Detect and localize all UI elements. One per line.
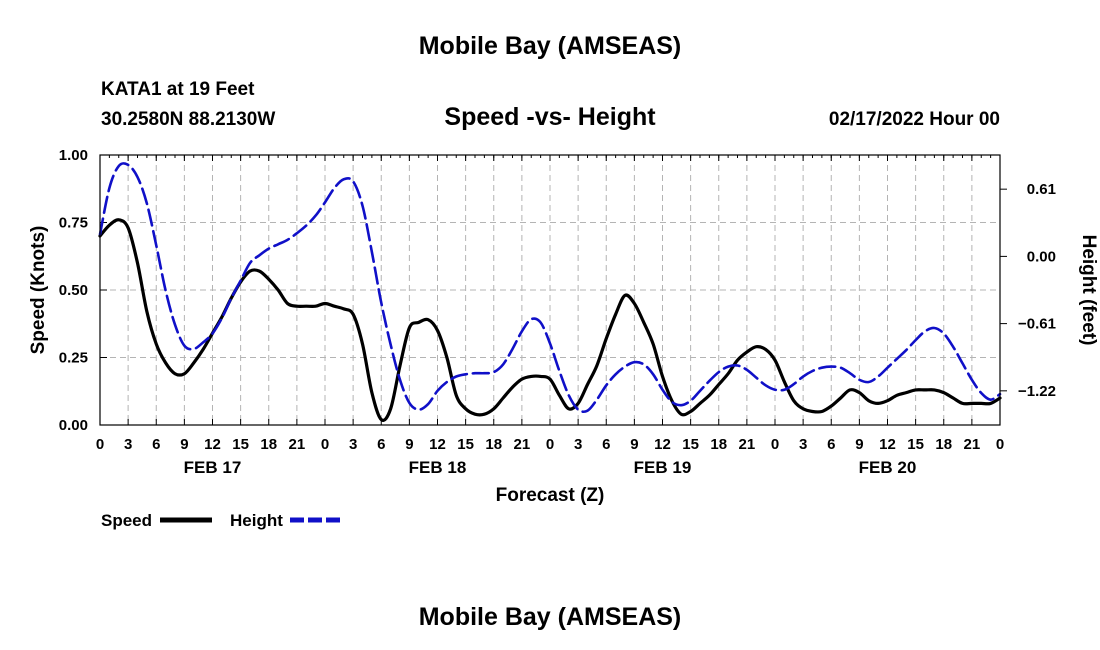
- y2-tick-label: −0.61: [1018, 316, 1056, 333]
- legend-label-height: Height: [230, 511, 283, 530]
- legend: Speed Height: [101, 511, 342, 530]
- x-tick-label: 9: [855, 436, 863, 453]
- x-tick-label: 3: [574, 436, 582, 453]
- x-tick-label: 21: [514, 436, 531, 453]
- x-tick-label: 15: [457, 436, 474, 453]
- y2-tick-label: 0.00: [1027, 248, 1056, 265]
- date-label: FEB 19: [634, 458, 692, 477]
- x-tick-label: 6: [377, 436, 385, 453]
- y2-axis-label: Height (feet): [1078, 235, 1099, 346]
- x-tick-label: 15: [232, 436, 249, 453]
- y-tick-labels: 0.00 0.25 0.50 0.75 1.00: [59, 147, 88, 434]
- x-tick-label: 21: [739, 436, 756, 453]
- x-tick-label: 12: [429, 436, 446, 453]
- x-tick-label: 18: [935, 436, 952, 453]
- x-axis-label: Forecast (Z): [496, 485, 605, 506]
- x-tick-label: 3: [799, 436, 807, 453]
- x-tick-labels: 0 3 6 9 12 15 18 21 0 3 6 9 12 15 18 21 0 3 6 9 12 15 18 21 0 3 6 9…: [96, 436, 1004, 453]
- x-tick-label: 0: [996, 436, 1004, 453]
- y2-tick-label: −1.22: [1018, 383, 1056, 400]
- x-tick-label: 21: [964, 436, 981, 453]
- date-label: FEB 17: [184, 458, 242, 477]
- run-time: 02/17/2022 Hour 00: [829, 109, 1000, 130]
- legend-label-speed: Speed: [101, 511, 152, 530]
- y-tick-label: 0.50: [59, 282, 88, 299]
- x-tick-label: 18: [485, 436, 502, 453]
- date-labels: FEB 17 FEB 18 FEB 19 FEB 20: [184, 458, 917, 477]
- x-tick-label: 12: [204, 436, 221, 453]
- x-tick-label: 6: [152, 436, 160, 453]
- y-tick-label: 0.75: [59, 215, 88, 232]
- x-tick-label: 0: [96, 436, 104, 453]
- y-axis-label: Speed (Knots): [28, 226, 49, 355]
- y-tick-label: 0.00: [59, 417, 88, 434]
- x-tick-label: 0: [321, 436, 329, 453]
- grid: [100, 155, 1000, 425]
- x-tick-label: 21: [289, 436, 306, 453]
- x-tick-label: 0: [771, 436, 779, 453]
- x-tick-label: 6: [602, 436, 610, 453]
- y2-tick-label: 0.61: [1027, 181, 1056, 198]
- x-tick-label: 3: [124, 436, 132, 453]
- y2-tick-labels: 0.61 0.00 −0.61 −1.22: [1018, 181, 1056, 400]
- chart-subtitle: Speed -vs- Height: [444, 103, 656, 131]
- x-tick-label: 3: [349, 436, 357, 453]
- x-tick-label: 15: [682, 436, 699, 453]
- date-label: FEB 20: [859, 458, 917, 477]
- x-tick-label: 9: [630, 436, 638, 453]
- x-tick-label: 15: [907, 436, 924, 453]
- chart-title: Mobile Bay (AMSEAS): [419, 32, 682, 60]
- x-tick-label: 18: [710, 436, 727, 453]
- series-layer: [98, 162, 1002, 422]
- x-tick-label: 6: [827, 436, 835, 453]
- date-label: FEB 18: [409, 458, 467, 477]
- x-tick-label: 9: [405, 436, 413, 453]
- x-tick-label: 0: [546, 436, 554, 453]
- y-tick-label: 1.00: [59, 147, 88, 164]
- station-coords: 30.2580N 88.2130W: [101, 109, 275, 130]
- x-tick-label: 9: [180, 436, 188, 453]
- footer-title: Mobile Bay (AMSEAS): [419, 603, 682, 631]
- plot-frame: [99, 154, 1001, 426]
- series-line-speed: [98, 218, 1002, 422]
- station-label: KATA1 at 19 Feet: [101, 79, 255, 100]
- x-tick-label: 12: [654, 436, 671, 453]
- series-line-height: [98, 162, 1002, 414]
- y-tick-label: 0.25: [59, 350, 88, 367]
- x-tick-label: 12: [879, 436, 896, 453]
- x-tick-label: 18: [260, 436, 277, 453]
